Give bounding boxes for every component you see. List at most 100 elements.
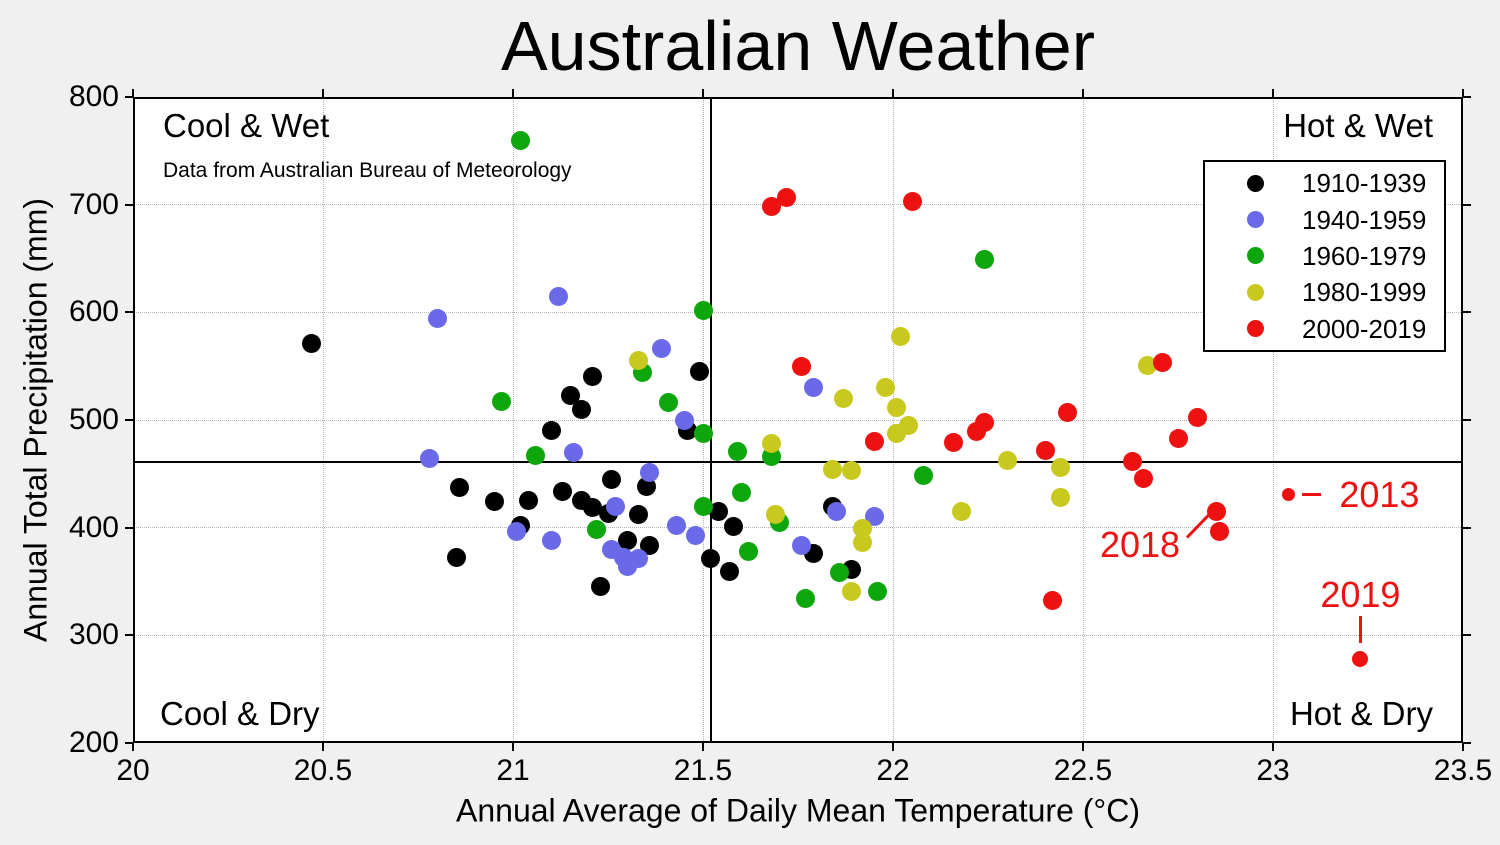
x-tick-label: 21.5 [673,754,733,787]
data-point [659,393,679,413]
data-point [1058,402,1078,422]
legend-label: 2000-2019 [1302,313,1427,344]
tick-mark [1463,419,1471,421]
data-point [875,378,895,398]
tick-mark [1463,96,1471,98]
legend-label: 1980-1999 [1302,277,1427,308]
data-point [583,497,603,517]
tick-mark [702,743,704,751]
data-point [1050,457,1070,477]
legend-marker-1910-1939 [1247,174,1264,192]
data-point [834,388,854,408]
y-tick-label: 500 [68,403,119,436]
x-tick-label: 21 [496,754,530,787]
data-point [651,339,671,359]
x-tick-label: 22 [876,754,910,787]
legend-entry: 1980-1999 [1205,279,1444,305]
data-point [826,502,846,522]
gridline-y [133,419,1463,421]
data-point [1050,488,1070,508]
data-point [1210,522,1230,542]
data-point [693,300,713,320]
legend: 1910-1939 1940-1959 1960-1979 1980-1999 … [1203,160,1446,352]
gridline-y [133,527,1463,529]
data-point [841,461,861,481]
tick-mark [702,89,704,97]
data-point [887,397,907,417]
data-point [1122,452,1142,472]
data-point [484,492,504,512]
data-point [693,496,713,516]
data-point [526,446,546,466]
data-point [549,286,569,306]
quadrant-label-hot-dry: Hot & Dry [1289,695,1433,732]
data-point [1035,440,1055,460]
data-point [864,432,884,452]
data-point [765,505,785,525]
legend-marker-1980-1999 [1247,283,1264,301]
data-point [841,581,861,601]
data-point [723,517,743,537]
tick-mark [125,419,133,421]
data-point [674,410,694,430]
annotation-label: 2019 [1320,574,1401,616]
annotation-label: 2018 [1099,523,1181,565]
tick-mark [1463,634,1471,637]
tick-mark [1462,89,1464,97]
data-source-note: Data from Australian Bureau of Meteorolo… [163,159,572,182]
x-tick-label: 20.5 [293,754,353,787]
data-point [564,442,584,462]
legend-marker-2000-2019 [1247,320,1264,338]
data-point [450,478,470,498]
legend-marker-1940-1959 [1247,211,1264,229]
data-point [693,424,713,444]
x-axis-label: Annual Average of Daily Mean Temperature… [456,792,1140,829]
data-point [720,562,740,582]
tick-mark [1082,743,1084,751]
data-point [492,392,512,412]
data-point [571,399,591,419]
tick-mark [1462,743,1464,751]
tick-mark [1463,203,1471,206]
data-point [913,466,933,486]
y-tick-label: 200 [68,726,119,759]
tick-mark [132,89,134,97]
tick-mark [132,743,134,751]
quadrant-label-hot-wet: Hot & Wet [1283,107,1433,144]
data-point [701,549,721,569]
data-point [446,548,466,568]
tick-mark [322,743,324,751]
data-point [803,378,823,398]
data-point [552,481,572,501]
tick-mark [125,203,133,206]
legend-entry: 1960-1979 [1205,243,1444,269]
tick-mark [125,311,133,314]
data-point [974,412,994,432]
data-point [636,477,656,497]
data-point [761,434,781,454]
legend-label: 1910-1939 [1302,168,1427,199]
data-point [1206,502,1226,522]
gridline-y [133,311,1463,313]
tick-mark [1463,311,1471,314]
data-point [792,536,812,556]
data-point [1281,487,1295,501]
data-point [868,581,888,601]
data-point [974,250,994,270]
data-point [628,351,648,371]
data-point [587,520,607,540]
tick-mark [322,89,324,97]
data-point [727,441,747,461]
legend-label: 1940-1959 [1302,204,1427,235]
legend-marker-1960-1979 [1247,247,1264,265]
data-point [583,367,603,387]
data-point [902,191,922,211]
data-point [1168,428,1188,448]
x-tick-label: 22.5 [1053,754,1113,787]
tick-mark [1463,526,1471,529]
data-point [602,469,622,489]
y-tick-label: 600 [68,295,119,329]
data-point [891,326,911,346]
data-point [997,451,1017,471]
y-tick-label: 300 [68,618,119,652]
